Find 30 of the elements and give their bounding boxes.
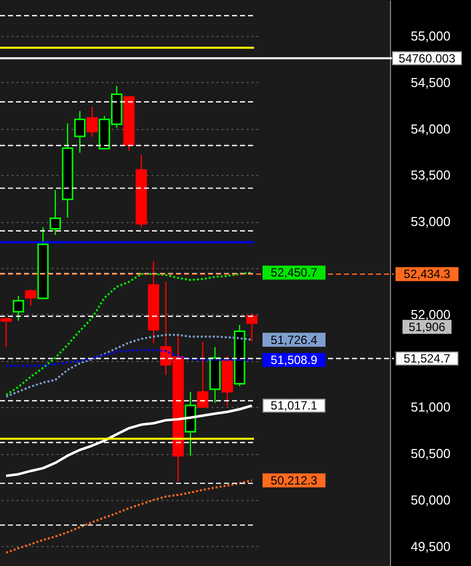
candlestick: [197, 341, 208, 408]
candlestick: [86, 106, 98, 138]
candlestick: [246, 312, 258, 342]
y-tick-label: 54,000: [410, 121, 450, 136]
line-series: [5, 272, 253, 396]
y-tick-label: 53,500: [410, 168, 450, 183]
y-tick-label: 52,000: [410, 306, 450, 322]
y-tick-label: 49,500: [410, 538, 450, 554]
ref-line-label: 52,434.3: [404, 267, 451, 282]
y-tick-label: 54,500: [410, 74, 450, 90]
text: 51,906: [408, 320, 446, 334]
data-label: 51,508.9: [270, 352, 318, 367]
y-tick-label: 55,000: [410, 28, 450, 44]
y-tick-label: 51,000: [410, 400, 450, 415]
line-series: [5, 334, 253, 398]
candlestick: [12, 295, 24, 322]
data-label: 52,450.7: [270, 266, 318, 280]
ref-line-label: 54760.003: [398, 51, 456, 66]
candlestick: [0, 316, 12, 348]
y-tick-label: 53,000: [410, 214, 450, 230]
y-tick-label: 50,500: [410, 446, 450, 462]
candlestick: [50, 189, 61, 236]
y-tick-label: 50,000: [410, 492, 450, 508]
candlestick: [74, 110, 86, 154]
data-label: 51,726.4: [270, 332, 318, 347]
data-label: 50,212.3: [270, 473, 318, 488]
data-label: 51,017.1: [270, 398, 318, 413]
line-series: [5, 479, 253, 554]
ref-line-label: 51,524.7: [404, 352, 451, 366]
candlestick: [25, 288, 36, 306]
